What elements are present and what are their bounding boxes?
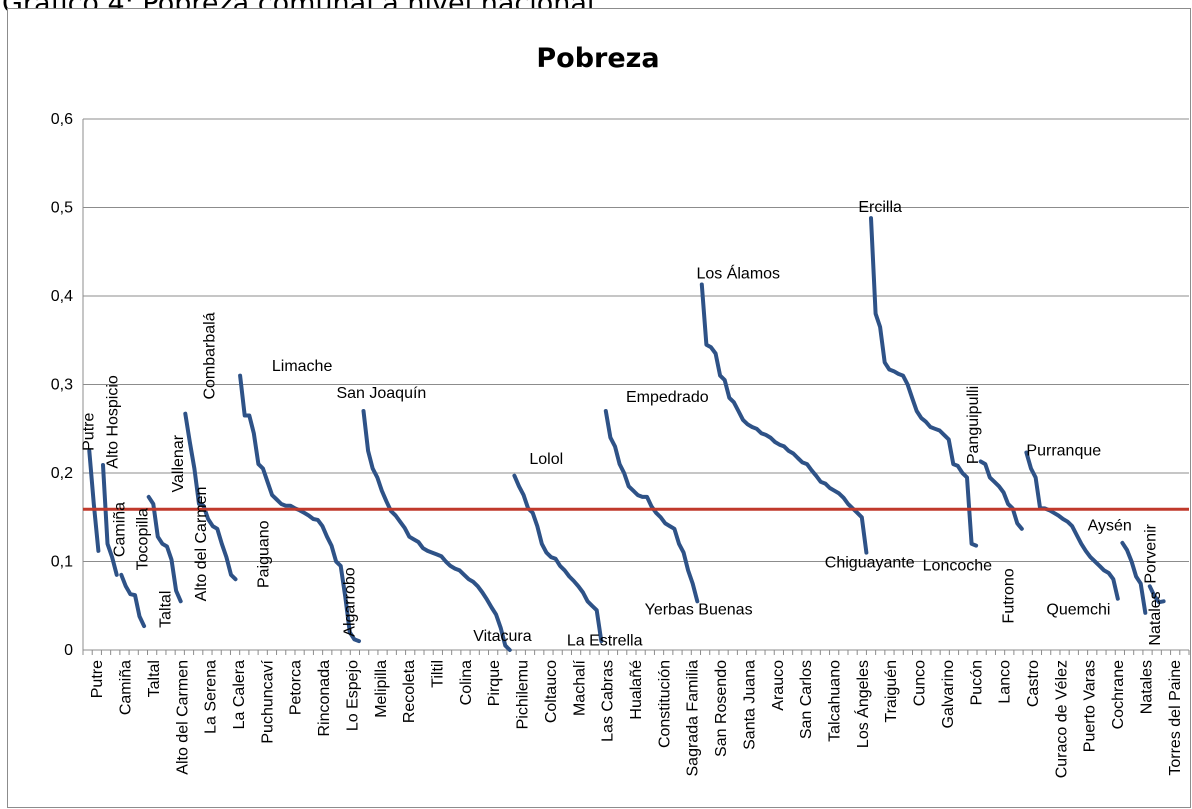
x-tick-label: Lo Espejo [344,660,361,731]
x-tick-label: Melipilla [373,660,390,718]
x-tick-label: San Carlos [798,660,815,739]
annotation-label: Camiña [112,502,129,557]
x-tick-label: Camiña [118,660,135,715]
annotation-label: Purranque [1026,442,1101,459]
x-tick-label: Pichilemu [515,660,532,729]
chart-svg: Pobreza 0 0,1 0,2 0,3 0,4 0,5 0,6 Putre Camiña Ta… [51,43,1190,778]
annotation-label: Panguipulli [965,386,982,464]
x-tick-label: La Calera [231,660,248,729]
series-line [512,473,604,644]
chart-title: Pobreza [536,43,659,74]
y-tick-label: 0 [64,642,73,659]
x-tick-label: Talcahuano [827,660,844,742]
annotation-label: Alto del Carmen [193,487,210,602]
x-tick-label: Pirque [486,660,503,706]
y-tick-label: 0,1 [51,554,73,571]
annotation-label: Putre [80,413,97,451]
x-tick-label: Cochrane [1110,660,1127,729]
series-line [978,459,1024,531]
annotation-label: Vitacura [473,628,532,645]
axes: 0 0,1 0,2 0,3 0,4 0,5 0,6 Putre Camiña Taltal Alto… [51,111,1190,778]
annotation-label: Yerbas Buenas [645,602,753,619]
x-tick-label: Castro [1025,660,1042,707]
series-line [699,282,869,555]
annotation-label: San Joaquín [336,385,426,402]
x-tick-label: Santa Juana [741,660,758,750]
y-tick-label: 0,2 [51,465,73,482]
annotation-label: La Estrella [567,633,643,650]
annotation-label: Los Álamos [696,263,780,282]
x-tick-label: Taltal [146,660,163,697]
x-tick-label: Los Ángeles [853,660,872,748]
x-tick-label: Recoleta [401,660,418,723]
chart-frame: Pobreza 0 0,1 0,2 0,3 0,4 0,5 0,6 Putre Camiña Ta… [7,8,1191,808]
gridlines [83,118,1189,562]
x-tick-label: Rinconada [316,660,333,737]
x-tick-label: Cunco [912,660,929,706]
x-tick-label: Tiltil [429,660,446,688]
x-tick-label: Constitución [656,660,673,748]
series-line [1147,584,1166,605]
series-line [1120,540,1148,615]
annotation-label: Loncoche [923,557,992,574]
x-tick-label: Puchuncaví [259,659,276,743]
x-tick-label: Galvarino [940,660,957,729]
series-line [101,463,119,577]
annotation-label: Alto Hospicio [104,375,121,468]
annotation-label: Empedrado [626,389,709,406]
series-line [146,494,183,604]
x-tick-label: Lanco [997,660,1014,704]
x-tick-label: Coltauco [543,660,560,723]
annotation-label: Futrono [1001,568,1018,623]
x-tick-label: Sagrada Familia [685,660,702,777]
x-tick-label: Curaco de Vélez [1053,660,1070,778]
series-line [361,409,512,652]
x-tick-label: Alto del Carmen [174,660,191,775]
y-tick-label: 0,6 [51,111,73,128]
annotation-label: Lolol [529,451,563,468]
annotations: Putre Alto Hospicio Camiña Tocopilla Taltal V… [80,199,1163,650]
annotation-label: Aysén [1088,518,1132,535]
series-line [869,216,979,548]
x-tick-label: Machalí [571,659,588,716]
series-line [119,572,147,629]
x-tick-label: Hualañé [628,660,645,720]
series-line [183,411,238,582]
y-tick-label: 0,4 [51,288,73,305]
x-tick-label: Torres del Paine [1167,660,1184,776]
annotation-label: Porvenir [1143,523,1160,583]
annotation-label: Tocopilla [135,508,152,570]
y-tick-label: 0,5 [51,200,73,217]
annotation-label: Algarrobo [341,567,358,636]
x-tick-label: Arauco [770,660,787,711]
annotation-label: Taltal [158,591,175,628]
x-tick-label: Pucón [968,660,985,705]
series-line [603,409,700,604]
x-tick-label: Colina [458,660,475,705]
x-tick-label: Natales [1138,660,1155,714]
annotation-label: Limache [272,358,333,375]
x-tick-label: Putre [89,660,106,698]
x-tick-label: Puerto Varas [1082,660,1099,752]
annotation-label: Paiguano [256,520,273,588]
annotation-label: Ercilla [858,199,902,216]
annotation-label: Natales [1147,591,1164,645]
annotation-label: Vallenar [170,434,187,492]
annotation-label: Combarbalá [201,312,218,399]
x-tick-label: La Serena [203,660,220,734]
annotation-label: Chiguayante [825,555,915,572]
x-tick-label: Las Cabras [600,660,617,742]
x-tick-label: Traiguén [883,660,900,723]
y-tick-label: 0,3 [51,377,73,394]
annotation-label: Quemchi [1046,602,1110,619]
x-tick-label: San Rosendo [713,660,730,757]
x-tick-label: Petorca [288,660,305,715]
series-line [87,448,101,553]
